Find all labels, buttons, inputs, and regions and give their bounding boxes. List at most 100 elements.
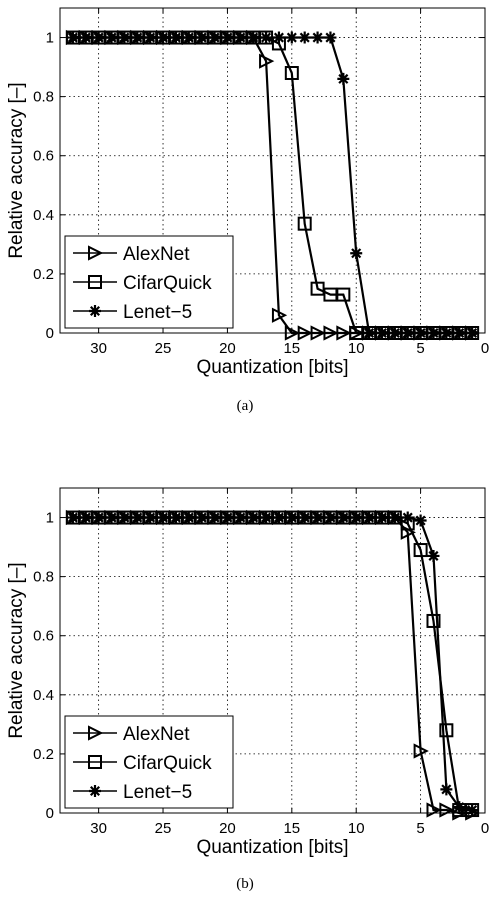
y-tick-label: 0.8 xyxy=(33,89,54,106)
data-point xyxy=(79,31,92,44)
data-point xyxy=(208,31,221,44)
x-tick-label: 25 xyxy=(155,820,172,837)
chart-panel-a: 30 25 20 15 10 5 0 0 0.2 0.4 0.6 0.8 1 AlexNet CifarQu… xyxy=(0,0,490,420)
y-tick-label: 0.8 xyxy=(33,569,54,586)
y-tick-label: 0.4 xyxy=(33,687,54,704)
data-point xyxy=(144,511,157,524)
data-point xyxy=(131,511,144,524)
chart-b: 30 25 20 15 10 5 0 0 0.2 0.4 0.6 0.8 1 AlexNet CifarQu… xyxy=(6,487,489,858)
data-point xyxy=(336,287,351,302)
x-tick-label: 20 xyxy=(219,820,236,837)
data-point xyxy=(92,511,105,524)
x-axis-label: Quantization [bits] xyxy=(196,837,348,858)
data-point xyxy=(208,511,221,524)
data-point xyxy=(105,31,118,44)
data-point xyxy=(260,31,273,44)
data-point xyxy=(413,543,428,558)
data-point xyxy=(363,511,376,524)
data-point xyxy=(388,511,401,524)
data-point xyxy=(247,31,260,44)
legend-marker xyxy=(88,275,102,289)
data-point xyxy=(66,511,79,524)
data-point xyxy=(234,511,247,524)
data-point xyxy=(169,31,182,44)
data-point xyxy=(221,511,234,524)
data-point xyxy=(169,511,182,524)
legend-marker xyxy=(89,785,101,797)
chart-panel-b: 30 25 20 15 10 5 0 0 0.2 0.4 0.6 0.8 1 AlexNet CifarQu… xyxy=(0,480,490,900)
data-point xyxy=(272,511,285,524)
data-point xyxy=(221,31,234,44)
data-point xyxy=(92,31,105,44)
series-group xyxy=(65,509,481,821)
data-point xyxy=(285,31,298,44)
x-tick-label: 30 xyxy=(90,820,107,837)
x-axis-label: Quantization [bits] xyxy=(196,357,348,378)
data-point xyxy=(157,511,170,524)
data-point xyxy=(324,31,337,44)
data-point xyxy=(427,549,440,562)
y-axis-label: Relative accuracy [–] xyxy=(6,562,27,738)
data-point xyxy=(350,247,363,260)
data-point xyxy=(337,72,350,85)
legend-label: AlexNet xyxy=(123,244,190,265)
y-tick-label: 0.4 xyxy=(33,207,54,224)
caption-b: (b) xyxy=(236,876,254,892)
data-point xyxy=(337,511,350,524)
data-point xyxy=(298,31,311,44)
x-tick-label: 0 xyxy=(481,820,489,837)
data-point xyxy=(259,53,275,69)
data-point xyxy=(284,66,299,80)
x-tick-label: 15 xyxy=(283,820,300,837)
data-point xyxy=(466,804,479,817)
y-tick-label: 0.2 xyxy=(33,266,54,283)
plot-frame xyxy=(59,7,486,334)
data-point xyxy=(118,511,131,524)
series-star xyxy=(66,511,479,817)
y-tick-label: 0.2 xyxy=(33,746,54,763)
data-point xyxy=(66,31,79,44)
x-tick-label: 10 xyxy=(348,820,365,837)
data-point xyxy=(195,31,208,44)
data-point xyxy=(453,801,466,814)
data-point xyxy=(413,743,429,759)
x-tick-label: 15 xyxy=(283,340,300,357)
data-point xyxy=(324,511,337,524)
y-tick-label: 0.6 xyxy=(33,148,54,165)
data-point xyxy=(311,31,324,44)
x-tick-label: 0 xyxy=(481,340,489,357)
axes: 30 25 20 15 10 5 0 0 0.2 0.4 0.6 0.8 1 xyxy=(33,8,489,357)
y-tick-label: 0 xyxy=(46,325,54,342)
legend-marker xyxy=(88,245,104,261)
legend-label: CifarQuick xyxy=(123,753,212,774)
y-tick-label: 1 xyxy=(46,510,54,527)
x-tick-label: 30 xyxy=(90,340,107,357)
data-point xyxy=(272,31,285,44)
data-point xyxy=(247,511,260,524)
data-point xyxy=(297,216,312,231)
legend: AlexNet CifarQuick Lenet−5 xyxy=(64,235,234,329)
data-point xyxy=(195,511,208,524)
data-point xyxy=(311,511,324,524)
data-point xyxy=(105,511,118,524)
data-point xyxy=(144,31,157,44)
x-tick-label: 10 xyxy=(348,340,365,357)
data-point xyxy=(285,511,298,524)
plot-frame xyxy=(59,487,486,814)
x-tick-label: 20 xyxy=(219,340,236,357)
legend: AlexNet CifarQuick Lenet−5 xyxy=(64,715,234,809)
legend-label: Lenet−5 xyxy=(123,302,192,323)
data-point xyxy=(298,511,311,524)
axes: 30 25 20 15 10 5 0 0 0.2 0.4 0.6 0.8 1 xyxy=(33,488,489,837)
legend-label: Lenet−5 xyxy=(123,782,192,803)
caption-a: (a) xyxy=(236,398,254,414)
data-point xyxy=(350,511,363,524)
data-point xyxy=(182,511,195,524)
chart-a: 30 25 20 15 10 5 0 0 0.2 0.4 0.6 0.8 1 AlexNet CifarQu… xyxy=(6,7,489,378)
data-point xyxy=(131,31,144,44)
data-point xyxy=(79,511,92,524)
data-point xyxy=(375,511,388,524)
legend-label: AlexNet xyxy=(123,724,190,745)
data-point xyxy=(271,307,288,323)
y-tick-label: 1 xyxy=(46,30,54,47)
